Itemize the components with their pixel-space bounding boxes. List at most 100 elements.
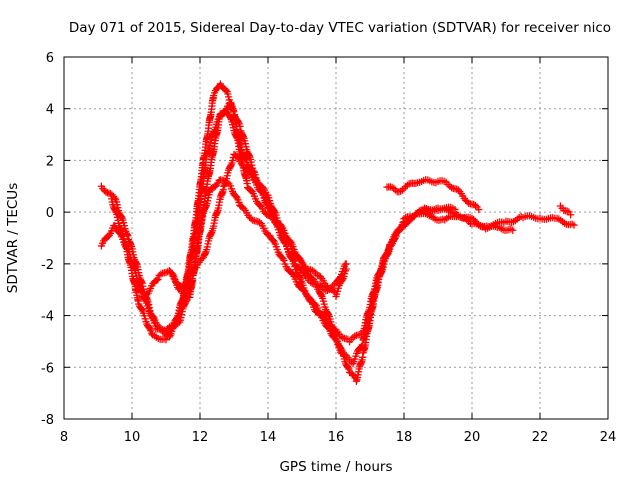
- data-point: [345, 365, 353, 373]
- data-point: [181, 291, 189, 299]
- chart-title: Day 071 of 2015, Sidereal Day-to-day VTE…: [69, 20, 611, 36]
- data-point: [358, 341, 366, 349]
- data-point: [157, 325, 165, 333]
- series-track-3: [108, 105, 517, 368]
- data-point: [317, 282, 325, 290]
- data-point: [236, 122, 244, 130]
- series-track-6: [383, 176, 483, 214]
- x-tick-label: 20: [464, 430, 481, 445]
- data-point: [296, 265, 304, 273]
- data-point: [229, 121, 237, 129]
- y-axis-label: SDTVAR / TECUs: [5, 183, 21, 293]
- x-tick-label: 16: [328, 430, 345, 445]
- data-point: [145, 324, 153, 332]
- y-tick-label: -6: [41, 361, 54, 376]
- data-point: [470, 215, 478, 224]
- data-point: [259, 189, 268, 198]
- data-point: [351, 332, 359, 340]
- data-point: [249, 216, 257, 224]
- y-tick-label: 2: [46, 154, 54, 169]
- data-point: [220, 181, 229, 189]
- y-tick-label: -4: [41, 310, 54, 325]
- data-point: [280, 256, 288, 265]
- data-point: [376, 268, 384, 277]
- data-point: [157, 270, 165, 278]
- data-point: [390, 184, 398, 193]
- data-point: [451, 205, 459, 214]
- y-tick-label: 0: [46, 206, 54, 221]
- x-tick-label: 24: [600, 430, 617, 445]
- data-point: [567, 211, 575, 219]
- data-point: [336, 274, 344, 282]
- data-point: [290, 256, 298, 265]
- data-point: [314, 304, 322, 312]
- data-point: [227, 162, 235, 170]
- x-tick-label: 12: [192, 430, 209, 445]
- data-point: [298, 258, 306, 267]
- data-point: [405, 217, 413, 225]
- data-point: [563, 207, 571, 215]
- data-point: [475, 205, 483, 214]
- gridlines: [64, 57, 608, 419]
- data-point: [342, 260, 350, 268]
- data-point: [123, 231, 131, 239]
- x-tick-label: 18: [396, 430, 413, 445]
- data-point: [138, 305, 146, 314]
- data-point: [224, 93, 233, 101]
- y-tick-label: 6: [46, 51, 54, 66]
- data-point: [340, 350, 349, 358]
- data-point: [289, 255, 297, 263]
- data-point: [231, 151, 240, 159]
- y-tick-label: -8: [41, 413, 54, 428]
- data-point: [339, 334, 347, 342]
- data-point: [154, 275, 162, 284]
- x-tick-label: 14: [260, 430, 277, 445]
- data-point: [222, 175, 231, 183]
- data-point: [233, 133, 241, 141]
- data-point: [471, 201, 479, 210]
- data-point: [357, 342, 365, 351]
- data-point: [391, 186, 400, 194]
- data-point: [509, 226, 517, 234]
- data-point: [344, 363, 352, 372]
- x-tick-label: 10: [124, 430, 141, 445]
- data-point: [398, 186, 406, 194]
- data-point: [403, 181, 411, 189]
- y-tick-label: -2: [41, 258, 54, 273]
- data-point: [448, 184, 456, 192]
- series-track-7: [556, 202, 575, 219]
- data-point: [348, 370, 356, 378]
- data-point: [227, 114, 235, 122]
- data-point: [275, 222, 283, 231]
- data-point: [288, 269, 296, 277]
- data-point: [310, 267, 318, 275]
- data-point: [311, 300, 319, 308]
- x-tick-label: 8: [60, 430, 68, 445]
- data-point: [141, 295, 149, 303]
- data-point: [395, 227, 404, 235]
- y-tick-label: 4: [46, 103, 54, 118]
- data-point: [317, 291, 325, 299]
- series-track-4: [131, 176, 459, 346]
- x-tick-label: 22: [532, 430, 549, 445]
- data-point: [136, 287, 145, 295]
- data-point: [412, 179, 420, 187]
- series-track-5: [169, 150, 350, 295]
- data-point: [153, 276, 161, 284]
- data-point: [111, 194, 119, 202]
- data-point: [262, 195, 271, 203]
- data-point: [169, 323, 177, 332]
- data-point: [296, 273, 304, 282]
- data-point: [258, 188, 266, 197]
- data-point: [281, 238, 289, 246]
- data-point: [383, 250, 391, 258]
- data-point: [570, 221, 578, 229]
- data-point: [325, 285, 333, 293]
- data-point: [454, 186, 462, 194]
- x-axis-label: GPS time / hours: [279, 459, 392, 475]
- data-series: [97, 80, 578, 385]
- data-point: [227, 98, 235, 107]
- data-point: [222, 86, 230, 94]
